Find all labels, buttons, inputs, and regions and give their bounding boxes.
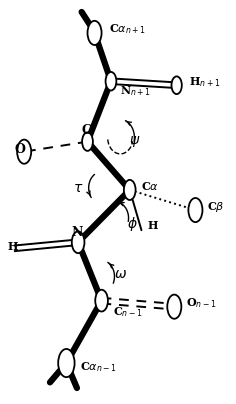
Circle shape [17, 140, 31, 164]
Circle shape [105, 72, 116, 90]
Circle shape [82, 133, 93, 151]
Text: C$\alpha_{n+1}$: C$\alpha_{n+1}$ [109, 22, 146, 36]
Circle shape [88, 21, 101, 45]
Circle shape [58, 349, 75, 377]
Text: C$\alpha_{n-1}$: C$\alpha_{n-1}$ [80, 360, 117, 374]
Text: O$_{n-1}$: O$_{n-1}$ [185, 296, 216, 309]
Text: H$_{n+1}$: H$_{n+1}$ [189, 75, 220, 89]
Circle shape [95, 290, 108, 311]
Text: $\psi$: $\psi$ [129, 134, 140, 149]
Text: N$_{n+1}$: N$_{n+1}$ [120, 84, 151, 98]
Text: C$_{n-1}$: C$_{n-1}$ [113, 305, 143, 319]
Text: H: H [8, 241, 18, 252]
Text: $\tau$: $\tau$ [73, 181, 83, 195]
Text: O: O [15, 143, 26, 156]
Text: C: C [82, 124, 92, 137]
Circle shape [188, 198, 202, 222]
Circle shape [172, 76, 182, 94]
Text: $\omega$: $\omega$ [114, 267, 127, 282]
Text: C$\alpha$: C$\alpha$ [141, 180, 160, 192]
Text: $\phi$: $\phi$ [127, 215, 137, 233]
Circle shape [167, 295, 181, 319]
Text: H: H [148, 220, 158, 231]
Circle shape [72, 231, 84, 253]
Circle shape [124, 180, 136, 200]
Text: C$\beta$: C$\beta$ [207, 200, 224, 214]
Text: N: N [71, 226, 82, 239]
